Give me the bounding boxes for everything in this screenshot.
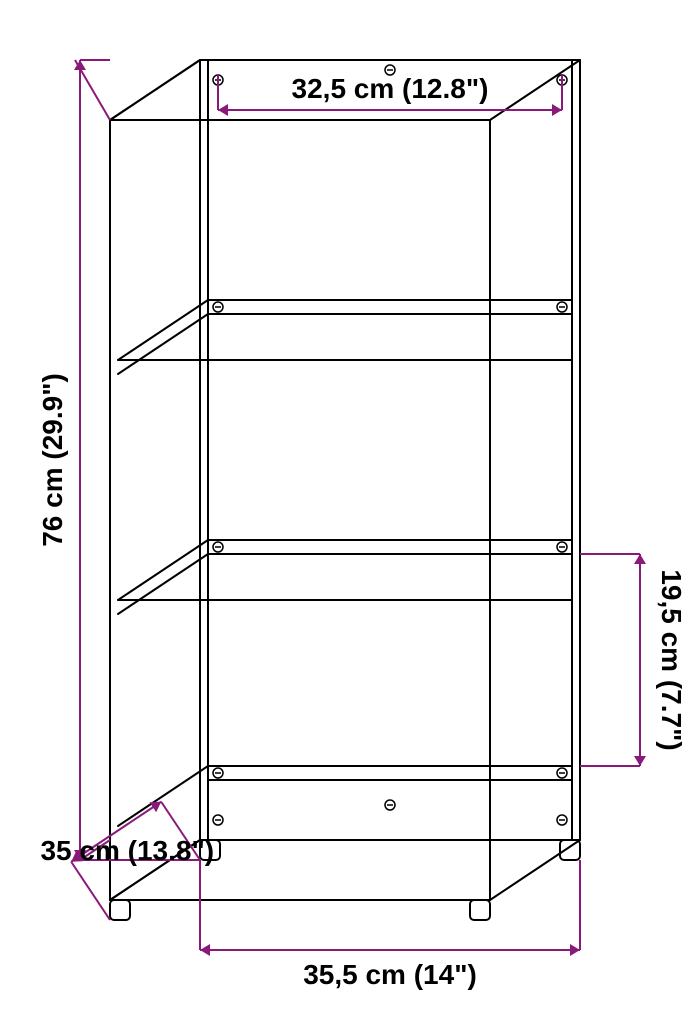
svg-text:19,5 cm (7.7"): 19,5 cm (7.7")	[656, 569, 687, 750]
svg-text:35 cm (13.8"): 35 cm (13.8")	[40, 835, 214, 866]
svg-text:35,5 cm (14"): 35,5 cm (14")	[303, 959, 477, 990]
svg-text:76 cm (29.9"): 76 cm (29.9")	[37, 373, 68, 547]
svg-text:32,5 cm (12.8"): 32,5 cm (12.8")	[292, 73, 489, 104]
shelf-dimension-diagram: 32,5 cm (12.8") 76 cm (29.9") 19,5 cm (7.7…	[0, 0, 693, 1020]
